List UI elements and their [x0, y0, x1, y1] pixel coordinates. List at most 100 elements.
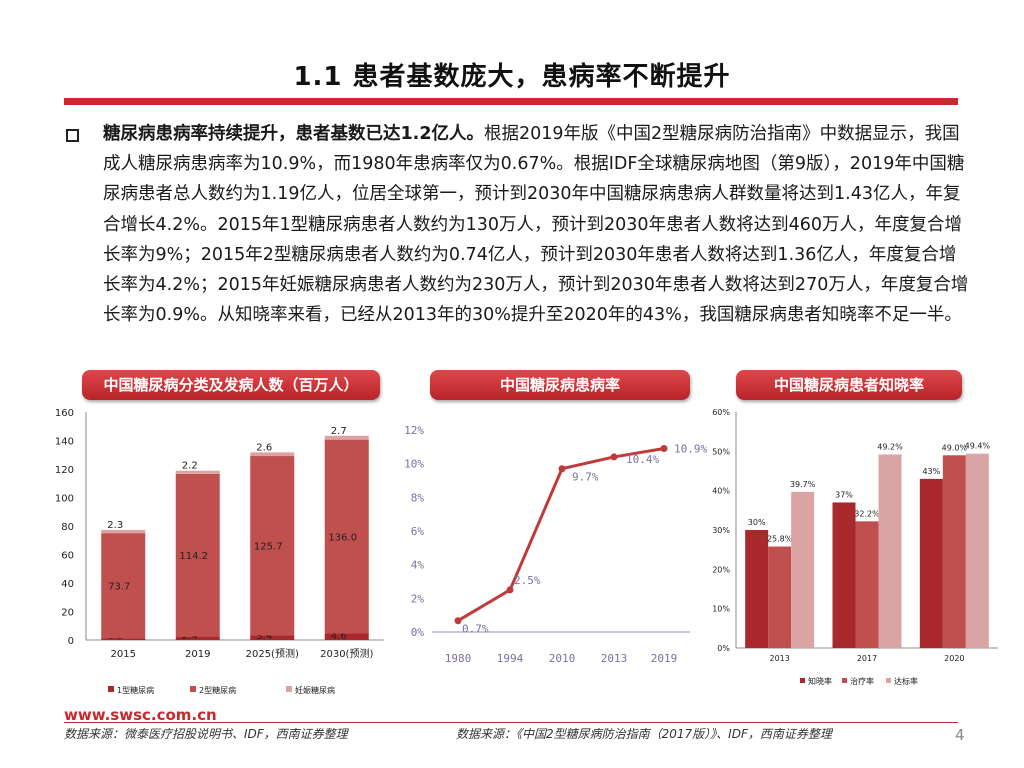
bar: [832, 502, 856, 648]
x-tick-label: 2013: [601, 652, 628, 665]
site-url: www.swsc.com.cn: [64, 706, 217, 724]
bar: [965, 453, 989, 648]
data-label: 9.7%: [572, 471, 599, 484]
y-tick-label: 50%: [712, 447, 730, 456]
y-tick-label: 30%: [712, 526, 730, 535]
y-tick-label: 12%: [404, 424, 424, 437]
x-tick-label: 1980: [445, 652, 472, 665]
x-tick-label: 2020: [944, 654, 964, 663]
legend-label: 治疗率: [850, 676, 874, 686]
data-label: 73.7: [108, 582, 130, 593]
bar-segment: [175, 636, 220, 640]
bar: [919, 478, 943, 648]
legend-swatch: [108, 686, 114, 692]
bar: [878, 454, 902, 648]
data-label: 32.2%: [854, 509, 880, 518]
data-label: 2.2: [182, 461, 198, 472]
data-point: [506, 586, 514, 594]
y-tick-label: 120: [55, 465, 74, 476]
bar-segment: [250, 456, 295, 636]
data-point: [660, 445, 668, 453]
chart-title-middle: 中国糖尿病患病率: [430, 370, 690, 400]
legend-swatch: [190, 686, 196, 692]
data-label: 2.5%: [514, 574, 541, 587]
footer-divider: [64, 722, 958, 723]
data-label: 2.3: [107, 520, 123, 531]
legend-label: 2型糖尿病: [199, 685, 236, 695]
x-tick-label: 2010: [549, 652, 576, 665]
legend-label: 知晓率: [808, 676, 832, 686]
page-number: 4: [955, 726, 965, 744]
bar-segment: [324, 439, 369, 634]
bar-segment: [324, 435, 369, 440]
bar: [745, 530, 769, 648]
data-label: 37%: [835, 490, 853, 499]
chart-title-left: 中国糖尿病分类及发病人数（百万人）: [82, 370, 380, 400]
y-tick-label: 100: [55, 494, 74, 505]
x-tick-label: 1994: [497, 652, 524, 665]
data-label: 10.9%: [674, 443, 707, 456]
chart-title-right: 中国糖尿病患者知晓率: [736, 370, 962, 400]
x-tick-label: 2019: [651, 652, 678, 665]
data-label: 125.7: [254, 542, 283, 553]
bar: [768, 546, 792, 648]
y-tick-label: 40: [61, 579, 74, 590]
bar-segment: [101, 529, 146, 534]
x-tick-label: 2030(预测): [320, 647, 373, 660]
data-label: 49.2%: [877, 442, 903, 451]
x-tick-label: 2015: [111, 649, 136, 660]
data-label: 49.0%: [942, 443, 968, 452]
y-tick-label: 6%: [411, 525, 425, 538]
page-title: 1.1 患者基数庞大，患病率不断提升: [293, 62, 731, 92]
data-label: 114.2: [179, 551, 208, 562]
bar-segment: [175, 473, 220, 637]
bar-segment: [250, 635, 295, 640]
y-tick-label: 80: [61, 522, 74, 533]
y-tick-label: 20%: [712, 565, 730, 574]
y-tick-label: 40%: [712, 487, 730, 496]
data-label: 25.8%: [767, 535, 793, 544]
bar-segment: [324, 633, 369, 640]
legend-swatch: [842, 678, 847, 683]
data-label: 0.7%: [462, 623, 489, 636]
data-label: 2.6: [256, 442, 272, 453]
y-tick-label: 0%: [411, 626, 425, 639]
y-tick-label: 10%: [404, 458, 424, 471]
data-label: 43%: [922, 467, 940, 476]
legend-label: 妊娠糖尿病: [295, 685, 335, 695]
data-label: 2.7: [331, 426, 347, 437]
y-tick-label: 8%: [411, 491, 425, 504]
x-tick-label: 2013: [769, 654, 789, 663]
data-label: 39.7%: [790, 480, 816, 489]
data-point: [610, 453, 618, 461]
data-point: [454, 617, 462, 625]
source-note-right: 数据来源：《中国2型糖尿病防治指南（2017版）》、IDF，西南证券整理: [456, 727, 832, 741]
x-tick-label: 2017: [857, 654, 877, 663]
y-tick-label: 60: [61, 551, 74, 562]
y-tick-label: 0%: [717, 644, 730, 653]
bullet-checkbox-icon: [66, 129, 79, 142]
y-tick-label: 140: [55, 437, 74, 448]
summary-paragraph: 糖尿病患病率持续提升，患者基数已达1.2亿人。根据2019年版《中国2型糖尿病防…: [103, 119, 973, 330]
bar: [855, 521, 879, 648]
paragraph-body: 根据2019年版《中国2型糖尿病防治指南》中数据显示，我国成人糖尿病患病率为10…: [103, 124, 969, 326]
bar-segment: [250, 452, 295, 457]
x-tick-label: 2019: [185, 649, 210, 660]
bar: [942, 455, 966, 648]
y-tick-label: 60%: [712, 408, 730, 417]
bar-segment: [101, 638, 146, 640]
y-tick-label: 4%: [411, 559, 425, 572]
data-label: 10.4%: [626, 453, 659, 466]
source-note-left: 数据来源：微泰医疗招股说明书、IDF，西南证券整理: [64, 727, 348, 741]
legend-swatch: [800, 678, 805, 683]
data-point: [558, 465, 566, 473]
bar-segment: [101, 533, 146, 639]
y-tick-label: 0: [68, 636, 74, 647]
legend-label: 达标率: [894, 676, 918, 686]
y-tick-label: 2%: [411, 592, 425, 605]
legend-label: 1型糖尿病: [117, 685, 154, 695]
title-underline: [64, 98, 958, 105]
